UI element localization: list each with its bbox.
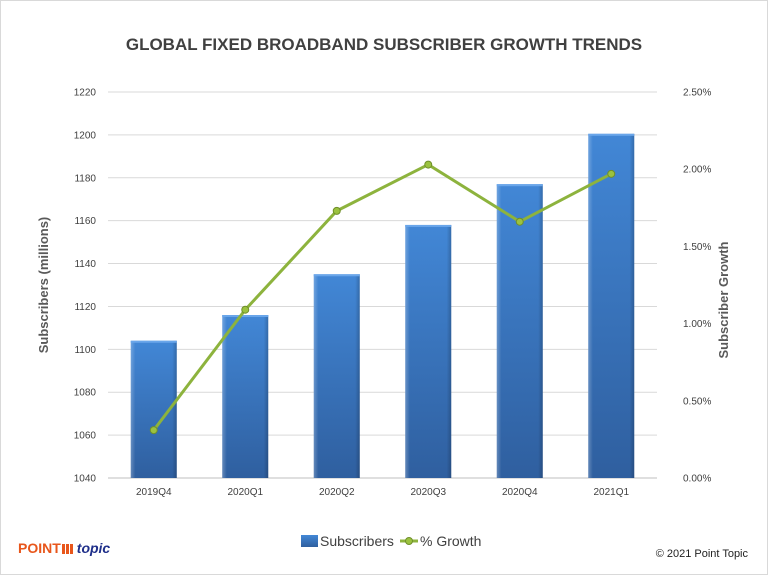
growth-line [152, 162, 612, 432]
y2-tick-label: 0.00% [683, 474, 711, 485]
y-axis-label: Subscribers (millions) [36, 217, 51, 354]
copyright: © 2021 Point Topic [655, 548, 748, 560]
bar-top-edge [588, 133, 635, 136]
bar-shading [313, 274, 360, 478]
bar-shading [588, 133, 635, 479]
bar-top-edge [222, 315, 269, 318]
y-tick-label: 1100 [74, 345, 96, 356]
point-topic-logo: POINT topic [18, 540, 110, 556]
logo-topic: topic [76, 540, 111, 556]
y-tick-label: 1200 [74, 130, 97, 141]
growth-point [241, 305, 250, 314]
bar-shading [222, 315, 269, 478]
logo-squares-icon [61, 544, 74, 555]
bar-shading [405, 224, 452, 478]
logo-point: POINT [18, 540, 61, 556]
growth-point [424, 160, 433, 169]
y-tick-label: 1140 [74, 259, 96, 270]
y-tick-label: 1080 [74, 388, 97, 399]
bar-shading [496, 184, 543, 478]
x-tick-label: 2021Q1 [593, 487, 629, 498]
y-tick-label: 1180 [74, 173, 96, 184]
growth-point [607, 169, 616, 178]
growth-point [515, 217, 524, 226]
x-tick-label: 2020Q3 [410, 487, 446, 498]
y-tick-label: 1040 [74, 474, 97, 485]
y-tick-label: 1120 [74, 302, 96, 313]
bar-top-edge [313, 274, 360, 277]
x-tick-label: 2019Q4 [136, 487, 172, 498]
x-tick-label: 2020Q1 [227, 487, 263, 498]
bar-top-edge [405, 224, 452, 227]
growth-point [149, 426, 158, 435]
y-tick-label: 1060 [74, 431, 97, 442]
legend-marker-growth [405, 537, 413, 545]
growth-point [332, 206, 341, 215]
y2-tick-label: 1.50% [683, 242, 711, 253]
y-tick-label: 1220 [74, 88, 97, 99]
legend-label-subscribers: Subscribers [320, 533, 394, 549]
bar-top-edge [130, 340, 177, 343]
legend-swatch-subscribers [301, 535, 318, 547]
legend-label-growth: % Growth [420, 533, 481, 549]
x-tick-label: 2020Q2 [319, 487, 355, 498]
y-tick-label: 1160 [74, 216, 96, 227]
bar-top-edge [496, 184, 543, 187]
legend: Subscribers % Growth [301, 533, 481, 549]
y2-axis-label: Subscriber Growth [716, 241, 731, 358]
y2-tick-label: 1.00% [683, 319, 711, 330]
x-tick-label: 2020Q4 [502, 487, 538, 498]
chart-title: GLOBAL FIXED BROADBAND SUBSCRIBER GROWTH… [126, 35, 642, 54]
y2-tick-label: 2.00% [683, 165, 711, 176]
y2-tick-label: 2.50% [683, 88, 711, 99]
y2-tick-label: 0.50% [683, 396, 711, 407]
